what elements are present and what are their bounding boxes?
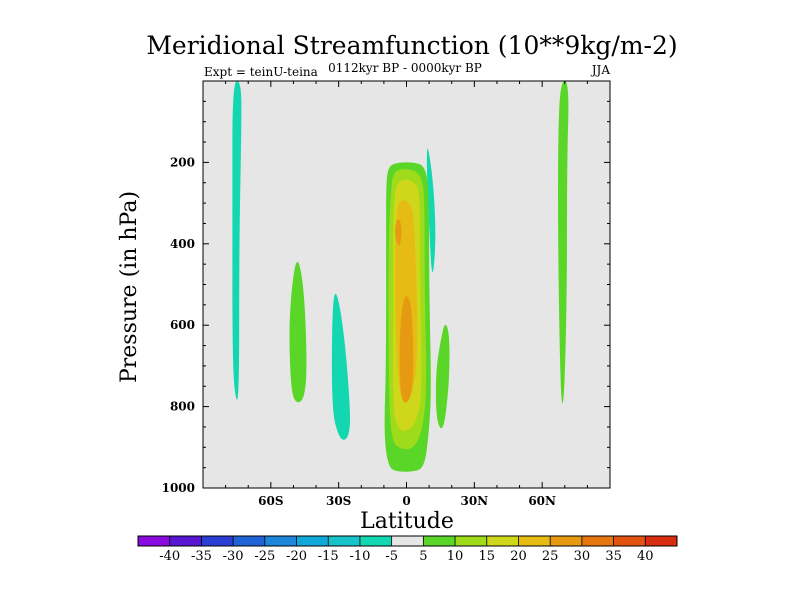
- colorbar-box-5: [296, 536, 329, 546]
- colorbar-label-14: 35: [605, 549, 622, 564]
- period-subtitle: 0112kyr BP - 0000kyr BP: [328, 61, 482, 75]
- x-axis-label: Latitude: [360, 509, 454, 534]
- y-tick-label-1: 400: [170, 237, 195, 251]
- season-label: JJA: [590, 63, 611, 77]
- colorbar-label-9: 10: [447, 549, 464, 564]
- y-axis-label: Pressure (in hPa): [117, 191, 142, 383]
- colorbar-box-8: [391, 536, 424, 546]
- contour-region-teal-column-60s: [232, 81, 242, 400]
- colorbar-box-9: [423, 536, 456, 546]
- colorbar-box-3: [233, 536, 266, 546]
- contour-region-green-ellipse-15n: [435, 324, 450, 429]
- colorbar-box-2: [201, 536, 234, 546]
- colorbar-box-15: [613, 536, 646, 546]
- colorbar-frame: [137, 535, 678, 547]
- y-tick-label-0: 200: [170, 155, 195, 169]
- colorbar-box-14: [581, 536, 614, 546]
- contour-region-teal-streak-5n: [426, 148, 436, 273]
- colorbar-label-0: -40: [159, 549, 180, 564]
- contour-region-green-ellipse-45s: [289, 261, 307, 403]
- contour-region-equatorial-cell-25-upper: [395, 219, 402, 246]
- colorbar-label-4: -20: [286, 549, 307, 564]
- colorbar-label-13: 30: [574, 549, 591, 564]
- colorbar-label-7: -5: [385, 549, 398, 564]
- colorbar-label-10: 15: [478, 549, 495, 564]
- colorbar-label-11: 20: [510, 549, 527, 564]
- colorbar-box-4: [264, 536, 297, 546]
- colorbar-label-2: -30: [223, 549, 244, 564]
- colorbar-label-1: -35: [191, 549, 212, 564]
- colorbar-label-15: 40: [637, 549, 654, 564]
- colorbar-box-13: [550, 536, 583, 546]
- y-tick-label-3: 800: [170, 400, 195, 414]
- colorbar-label-12: 25: [542, 549, 559, 564]
- colorbar-box-16: [645, 536, 678, 546]
- y-tick-label-4: 1000: [162, 481, 195, 495]
- colorbar-label-6: -10: [349, 549, 370, 564]
- colorbar-box-1: [169, 536, 202, 546]
- x-tick-label-1: 30S: [326, 494, 351, 508]
- contour-region-teal-ellipse-30s: [331, 293, 350, 440]
- y-tick-label-2: 600: [170, 318, 195, 332]
- colorbar-box-10: [455, 536, 488, 546]
- colorbar-box-7: [359, 536, 393, 546]
- experiment-label: Expt = teinU-teina: [204, 65, 318, 79]
- colorbar-label-5: -15: [318, 549, 339, 564]
- contour-region-equatorial-cell-25-lower: [399, 295, 414, 403]
- colorbar-box-0: [138, 536, 171, 546]
- chart-title: Meridional Streamfunction (10**9kg/m-2): [146, 31, 677, 60]
- colorbar-box-6: [328, 536, 361, 546]
- colorbar-label-3: -25: [254, 549, 275, 564]
- colorbar-box-11: [486, 536, 519, 546]
- x-tick-label-2: 0: [402, 494, 410, 508]
- x-tick-label-0: 60S: [258, 494, 283, 508]
- x-tick-label-3: 30N: [460, 494, 488, 508]
- colorbar-box-12: [518, 536, 551, 546]
- x-tick-label-4: 60N: [528, 494, 556, 508]
- colorbar-label-8: 5: [419, 549, 427, 564]
- contour-region-green-column-70n: [558, 81, 569, 404]
